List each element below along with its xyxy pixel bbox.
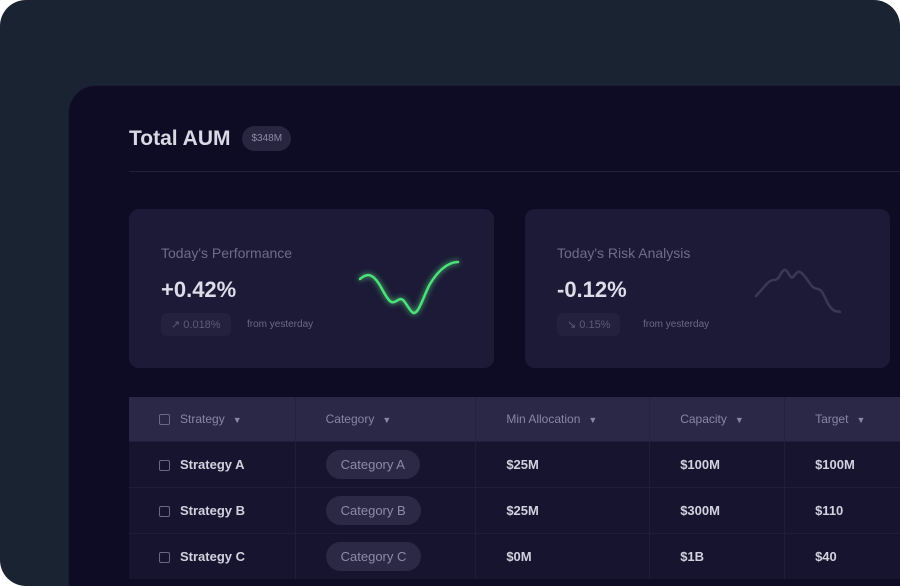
card-value: -0.12% <box>557 277 627 302</box>
change-badge: ↗ 0.018% <box>161 313 231 336</box>
strategy-table: Strategy ▼ Category ▼ Min Allocation ▼ Capa… <box>129 397 900 579</box>
page-title: Total AUM <box>129 126 231 150</box>
row-checkbox[interactable] <box>159 459 170 471</box>
select-all-checkbox[interactable] <box>159 414 170 426</box>
table-row[interactable]: Strategy A Category A $25M $100M $100M <box>129 440 900 487</box>
from-label: from yesterday <box>643 319 710 330</box>
chevron-down-icon[interactable]: ▼ <box>856 414 866 425</box>
performance-sparkline <box>358 260 460 315</box>
change-badge: ↘ 0.15% <box>557 313 621 336</box>
column-min-allocation[interactable]: Min Allocation ▼ <box>475 397 651 441</box>
from-label: from yesterday <box>247 319 314 330</box>
category-pill: Category B <box>325 495 421 525</box>
card-value: +0.42% <box>161 277 237 302</box>
risk-card: Today's Risk Analysis -0.12% ↘ 0.15% fro… <box>525 209 890 368</box>
column-target[interactable]: Target ▼ <box>784 397 900 441</box>
performance-card: Today's Performance +0.42% ↗ 0.018% from… <box>129 209 494 368</box>
column-category[interactable]: Category ▼ <box>295 397 477 441</box>
dashboard-panel: Total AUM $348M Today's Performance +0.4… <box>68 85 900 586</box>
card-label: Today's Performance <box>161 245 293 261</box>
row-checkbox[interactable] <box>159 551 170 563</box>
category-pill: Category C <box>325 541 422 571</box>
chevron-down-icon[interactable]: ▼ <box>734 414 744 425</box>
divider <box>129 171 900 172</box>
column-strategy[interactable]: Strategy ▼ <box>129 397 296 441</box>
card-label: Today's Risk Analysis <box>557 245 691 261</box>
table-row[interactable]: Strategy B Category B $25M $300M $110 <box>129 486 900 533</box>
chevron-down-icon[interactable]: ▼ <box>382 414 392 425</box>
chevron-down-icon[interactable]: ▼ <box>588 414 598 425</box>
column-capacity[interactable]: Capacity ▼ <box>649 397 786 441</box>
row-checkbox[interactable] <box>159 505 170 517</box>
category-pill: Category A <box>325 449 420 479</box>
aum-badge: $348M <box>242 126 292 151</box>
chevron-down-icon[interactable]: ▼ <box>232 414 242 425</box>
risk-sparkline <box>754 268 842 314</box>
table-row[interactable]: Strategy C Category C $0M $1B $40 <box>129 532 900 579</box>
